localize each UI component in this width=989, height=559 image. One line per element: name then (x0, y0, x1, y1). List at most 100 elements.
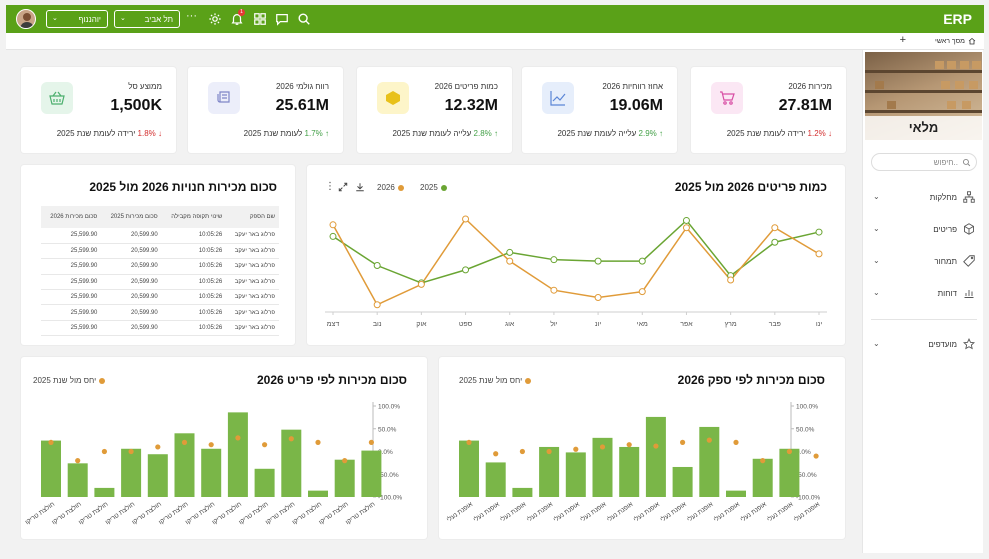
city-select[interactable]: ⌄ תל אביב (114, 10, 180, 28)
bar[interactable] (699, 426, 720, 497)
bar[interactable] (565, 452, 586, 497)
bar[interactable] (94, 487, 115, 497)
table-row[interactable]: פרלוג באר יעקב 10:05:26 20,599.90 25,599.90 (41, 320, 279, 337)
data-point[interactable] (594, 257, 602, 265)
search-icon[interactable] (297, 12, 311, 26)
more-horizontal-icon[interactable]: ··· (186, 10, 197, 22)
data-point[interactable] (638, 288, 646, 296)
sidebar-item-departments[interactable]: ⌄ מחלקות (871, 190, 977, 206)
data-point[interactable] (594, 293, 602, 301)
table-row[interactable]: פרלוג באר יעקב 10:05:26 20,599.90 25,599.90 (41, 274, 279, 291)
data-point[interactable] (329, 232, 337, 240)
ratio-point[interactable] (466, 439, 472, 445)
ratio-point[interactable] (48, 439, 54, 445)
expand-icon[interactable] (338, 182, 348, 192)
sidebar-search-input[interactable]: חיפוש.. (871, 153, 977, 171)
add-tab-button[interactable]: + (899, 34, 906, 46)
data-point[interactable] (550, 256, 558, 264)
bar[interactable] (41, 440, 61, 497)
sidebar-item-reports[interactable]: ⌄ דוחות (871, 286, 977, 302)
data-point[interactable] (373, 301, 381, 309)
data-point[interactable] (815, 228, 823, 236)
bar[interactable] (361, 450, 382, 497)
bar[interactable] (752, 458, 773, 497)
ratio-point[interactable] (75, 458, 81, 464)
user-select[interactable]: ⌄ יוהננוף (46, 10, 108, 28)
ratio-point[interactable] (706, 437, 712, 443)
bar[interactable] (254, 468, 275, 497)
table-row[interactable]: פרלוג באר יעקב 10:05:26 20,599.90 25,599.90 (41, 304, 279, 321)
bar[interactable] (334, 459, 355, 497)
ratio-point[interactable] (288, 436, 294, 442)
data-point[interactable] (462, 266, 470, 274)
bar[interactable] (619, 446, 640, 497)
bar[interactable] (726, 490, 746, 497)
ratio-point[interactable] (208, 442, 214, 448)
data-point[interactable] (329, 221, 337, 229)
bar[interactable] (308, 490, 328, 497)
ratio-point[interactable] (519, 448, 525, 455)
ratio-point[interactable] (101, 448, 107, 455)
data-point[interactable] (638, 257, 646, 265)
sidebar-item-favorites[interactable]: ⌄ מועדפים (871, 337, 977, 353)
bar[interactable] (645, 416, 666, 497)
ratio-point[interactable] (181, 439, 188, 445)
data-point[interactable] (417, 280, 425, 288)
ratio-point[interactable] (760, 458, 766, 464)
bell-icon[interactable]: 1 (230, 9, 245, 26)
table-row[interactable]: פרלוג באר יעקב 10:05:26 20,599.90 25,599.90 (41, 258, 279, 275)
ratio-point[interactable] (680, 439, 686, 445)
ratio-point[interactable] (368, 439, 374, 445)
data-point[interactable] (506, 257, 514, 265)
bar[interactable] (512, 487, 533, 497)
bar[interactable] (459, 440, 479, 497)
chat-icon[interactable] (275, 12, 289, 26)
more-vertical-icon[interactable]: ⋮ (325, 181, 335, 192)
ratio-point[interactable] (786, 448, 792, 455)
ratio-point[interactable] (626, 442, 632, 448)
bar[interactable] (227, 412, 248, 497)
ratio-point[interactable] (573, 446, 579, 452)
ratio-point[interactable] (813, 453, 819, 459)
ratio-point[interactable] (733, 439, 739, 445)
table-row[interactable]: פרלוג באר יעקב 10:05:26 20,599.90 25,599.90 (41, 228, 279, 244)
data-point[interactable] (506, 248, 514, 256)
table-row[interactable]: פרלוג באר יעקב 10:05:26 20,599.90 25,599.90 (41, 289, 279, 306)
ratio-point[interactable] (262, 442, 268, 448)
bar[interactable] (174, 433, 195, 497)
bar[interactable] (485, 462, 506, 497)
bar[interactable] (779, 448, 800, 497)
ratio-point[interactable] (155, 444, 161, 450)
data-point[interactable] (771, 224, 779, 232)
data-point[interactable] (727, 276, 735, 284)
data-point[interactable] (771, 238, 779, 246)
download-icon[interactable] (355, 182, 365, 192)
data-point[interactable] (373, 261, 381, 269)
bar[interactable] (592, 437, 613, 497)
ratio-point[interactable] (546, 448, 552, 455)
gear-icon[interactable] (208, 12, 222, 26)
table-row[interactable]: פרלוג באר יעקב 10:05:26 20,599.90 25,599.90 (41, 243, 279, 260)
bar[interactable] (147, 454, 168, 497)
ratio-point[interactable] (653, 443, 659, 449)
data-point[interactable] (682, 224, 690, 232)
data-point[interactable] (815, 250, 823, 258)
sidebar-item-pricing[interactable]: ⌄ תמחור (871, 254, 977, 270)
user-avatar[interactable] (16, 9, 36, 29)
apps-grid-icon[interactable] (253, 12, 267, 26)
bar[interactable] (672, 466, 693, 497)
ratio-point[interactable] (599, 444, 606, 450)
tab-home[interactable]: מסך ראשי (935, 37, 976, 45)
ratio-point[interactable] (493, 451, 499, 457)
data-point[interactable] (462, 215, 470, 223)
bar[interactable] (201, 448, 222, 497)
bar[interactable] (121, 448, 142, 497)
data-point[interactable] (682, 216, 690, 224)
ratio-point[interactable] (128, 448, 134, 455)
sidebar-item-items[interactable]: ⌄ פריטים (871, 222, 977, 238)
data-point[interactable] (550, 286, 558, 294)
bar[interactable] (67, 463, 88, 497)
ratio-point[interactable] (235, 435, 241, 441)
ratio-point[interactable] (315, 439, 321, 445)
bar[interactable] (281, 429, 302, 497)
